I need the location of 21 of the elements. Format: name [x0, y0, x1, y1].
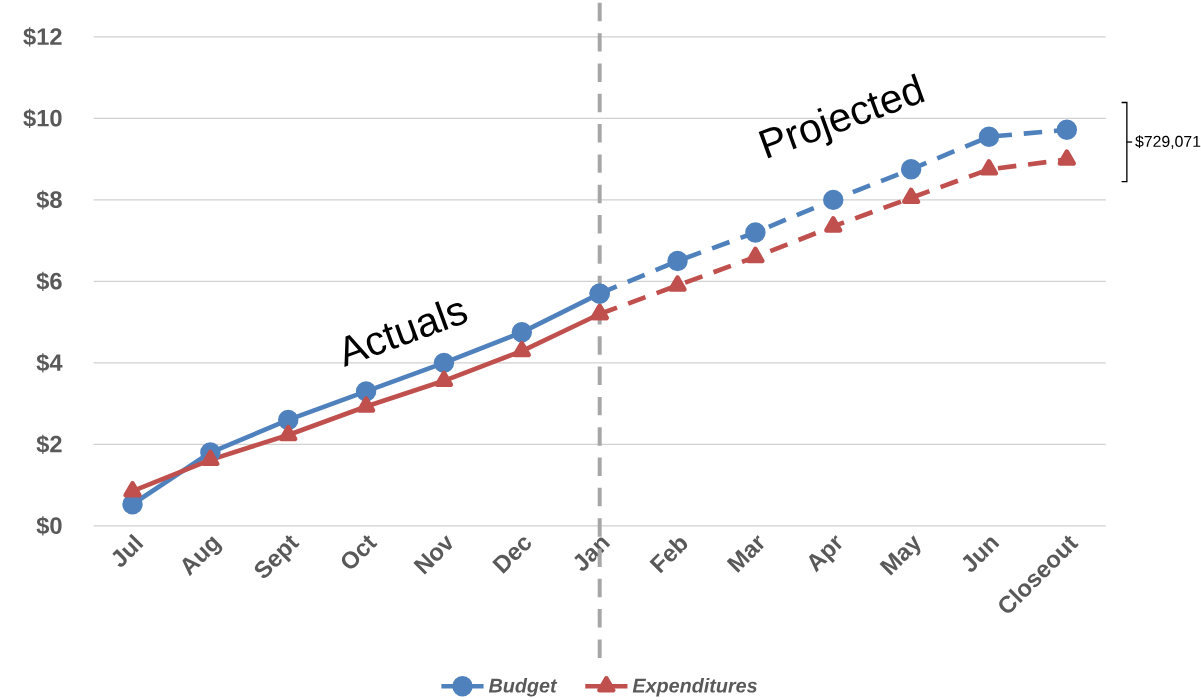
x-tick-label: Jan	[574, 537, 611, 571]
x-tick-label: Feb	[649, 538, 688, 574]
y-tick-label: $6	[36, 271, 62, 292]
legend-label: Budget	[488, 678, 558, 697]
y-tick-label: $8	[36, 190, 62, 210]
x-tick-label: Nov	[413, 535, 453, 575]
x-tick-label: Mar	[726, 535, 764, 573]
legend-label: Expenditures	[632, 678, 757, 697]
y-tick-label: $10	[23, 108, 62, 129]
y-tick-label: $4	[36, 353, 63, 373]
x-tick-label: Apr	[808, 535, 842, 573]
x-tick-label: Jul	[112, 533, 144, 567]
x-tick-label: Oct	[341, 535, 378, 569]
x-tick-label: Dec	[492, 537, 531, 574]
annotation: Actuals	[344, 301, 468, 368]
x-tick-label: Aug	[182, 536, 223, 577]
x-tick-label: Jun	[962, 537, 1000, 572]
y-tick-label: $12	[23, 27, 62, 47]
y-tick-label: $2	[36, 434, 62, 455]
text: $729,071	[1135, 135, 1201, 150]
y-tick-label: $0	[36, 516, 62, 536]
